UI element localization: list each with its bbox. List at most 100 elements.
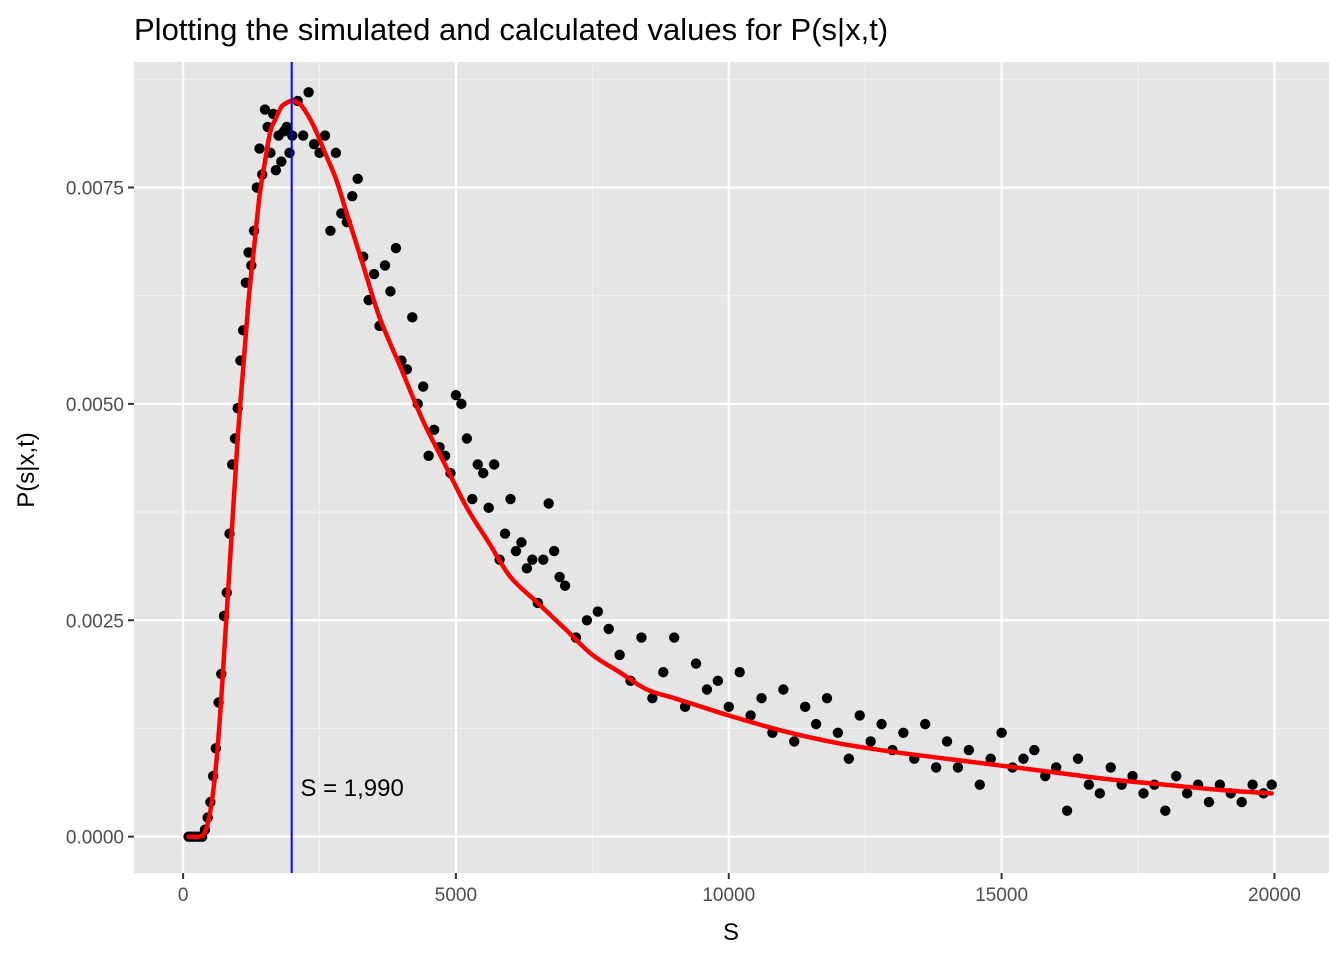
data-point xyxy=(930,762,942,773)
data-point xyxy=(559,580,571,591)
mode-annotation: S = 1,990 xyxy=(300,775,403,802)
data-point xyxy=(297,130,309,141)
data-point xyxy=(854,710,865,721)
data-point xyxy=(1105,762,1116,773)
y-axis-title: P(s|x,t) xyxy=(13,432,40,508)
data-point xyxy=(527,554,538,565)
data-point xyxy=(1029,744,1040,756)
data-point xyxy=(284,147,295,159)
data-point xyxy=(658,666,669,678)
data-point xyxy=(1203,796,1215,808)
data-point xyxy=(347,190,358,202)
data-point xyxy=(325,225,336,236)
data-point xyxy=(996,727,1007,738)
data-point xyxy=(423,450,434,462)
data-point xyxy=(259,104,271,115)
calculated-curve xyxy=(186,98,1274,840)
chart-title: Plotting the simulated and calculated va… xyxy=(134,12,888,47)
data-point xyxy=(963,744,975,756)
data-point xyxy=(1214,779,1226,790)
data-point xyxy=(478,467,489,479)
x-tick-label: 0 xyxy=(178,885,189,906)
data-point xyxy=(254,143,265,154)
x-tick-label: 20000 xyxy=(1248,885,1301,906)
data-point xyxy=(483,502,494,513)
data-point xyxy=(1083,779,1095,790)
data-point xyxy=(920,718,931,730)
data-point xyxy=(1072,753,1084,764)
grid-major-lines xyxy=(134,62,1329,873)
data-point xyxy=(745,710,756,721)
data-point xyxy=(281,121,292,133)
y-tick-label: 0.0000 xyxy=(66,828,124,849)
data-point xyxy=(1138,788,1149,799)
data-point xyxy=(799,701,811,713)
data-point xyxy=(723,701,734,713)
data-point xyxy=(647,692,658,704)
data-point xyxy=(510,545,522,557)
data-point xyxy=(1181,788,1193,799)
data-point xyxy=(330,147,342,159)
y-axis-ticks: 0.0000 0.0025 0.0050 0.0075 xyxy=(66,179,134,849)
x-axis-ticks: 0 5000 10000 15000 20000 xyxy=(178,873,1301,906)
data-point xyxy=(876,718,887,730)
data-point xyxy=(821,692,833,704)
data-point xyxy=(941,736,953,747)
data-point xyxy=(701,684,713,695)
data-point xyxy=(1236,796,1247,808)
data-point xyxy=(592,606,604,617)
data-point xyxy=(319,130,331,141)
data-point xyxy=(418,381,429,392)
data-point xyxy=(270,164,282,176)
data-point xyxy=(505,493,516,505)
data-point xyxy=(450,390,462,401)
data-point xyxy=(461,433,473,444)
data-point xyxy=(669,632,680,643)
data-point xyxy=(516,537,527,548)
data-point xyxy=(1247,779,1258,790)
data-point xyxy=(368,268,380,280)
data-point xyxy=(843,753,855,764)
x-tick-label: 10000 xyxy=(702,885,755,906)
data-point xyxy=(614,649,625,661)
data-point xyxy=(690,658,702,669)
x-tick-label: 5000 xyxy=(435,885,477,906)
data-point xyxy=(303,87,314,98)
data-point xyxy=(1061,805,1073,816)
data-point xyxy=(456,398,467,410)
data-point xyxy=(1018,753,1029,764)
y-tick-label: 0.0050 xyxy=(66,395,124,416)
data-point xyxy=(554,571,565,583)
data-point xyxy=(521,563,533,574)
data-point xyxy=(810,718,822,730)
x-tick-label: 15000 xyxy=(975,885,1028,906)
data-point xyxy=(499,528,511,539)
data-point xyxy=(1160,805,1171,816)
plot-panel-background xyxy=(134,62,1329,873)
data-point xyxy=(538,554,549,565)
data-point xyxy=(1266,779,1277,790)
data-point xyxy=(1127,770,1138,782)
x-axis-title: S xyxy=(723,919,739,946)
data-point xyxy=(734,666,745,678)
data-point xyxy=(789,736,800,747)
data-point xyxy=(428,424,440,436)
data-point xyxy=(865,736,876,747)
data-point xyxy=(778,684,789,695)
data-point xyxy=(308,139,320,150)
data-point xyxy=(636,632,647,643)
data-point xyxy=(407,312,418,323)
data-point xyxy=(581,615,593,626)
data-point xyxy=(603,623,614,635)
data-point xyxy=(488,459,500,470)
data-point xyxy=(952,762,964,773)
data-point xyxy=(467,493,478,505)
data-point xyxy=(379,260,391,271)
data-point xyxy=(974,779,985,790)
data-point xyxy=(898,727,909,738)
data-point xyxy=(985,753,996,764)
data-point xyxy=(390,242,402,254)
data-point xyxy=(276,156,287,167)
data-point xyxy=(385,286,396,297)
